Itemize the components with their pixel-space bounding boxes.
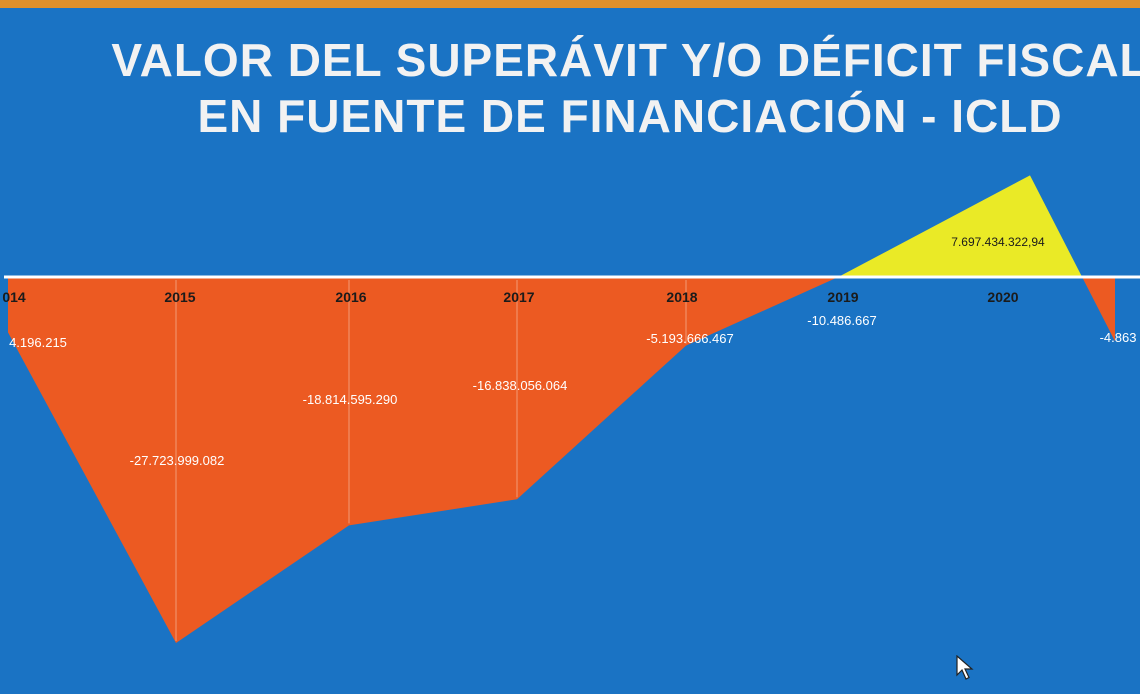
chart-title-line-2: EN FUENTE DE FINANCIACIÓN - ICLD bbox=[197, 90, 1063, 142]
data-label: -5.193.666.467 bbox=[646, 331, 733, 346]
chart-title: VALOR DEL SUPERÁVIT Y/O DÉFICIT FISCAL E… bbox=[100, 32, 1140, 144]
area-segment-deficit-2 bbox=[1082, 277, 1115, 342]
x-tick-label: 2018 bbox=[666, 289, 697, 305]
x-tick-label: 2019 bbox=[827, 289, 858, 305]
mouse-cursor-icon bbox=[956, 655, 974, 680]
data-label: -16.838.056.064 bbox=[473, 378, 568, 393]
data-label: -18.814.595.290 bbox=[303, 392, 398, 407]
area-segment-deficit-0 bbox=[8, 277, 839, 643]
data-label: -10.486.667 bbox=[807, 313, 876, 328]
x-tick-label: 2020 bbox=[987, 289, 1018, 305]
area-segment-surplus-1 bbox=[838, 175, 1083, 277]
data-label: 4.196.215 bbox=[9, 335, 67, 350]
top-bar bbox=[0, 0, 1140, 8]
chart-title-line-1: VALOR DEL SUPERÁVIT Y/O DÉFICIT FISCAL bbox=[111, 34, 1140, 86]
x-tick-label: 2017 bbox=[503, 289, 534, 305]
data-label: -4.863 bbox=[1100, 330, 1137, 345]
x-tick-label: 014 bbox=[2, 289, 26, 305]
x-tick-label: 2015 bbox=[164, 289, 195, 305]
x-tick-label: 2016 bbox=[335, 289, 366, 305]
data-label: -27.723.999.082 bbox=[130, 453, 225, 468]
data-label: 7.697.434.322,94 bbox=[951, 235, 1045, 249]
